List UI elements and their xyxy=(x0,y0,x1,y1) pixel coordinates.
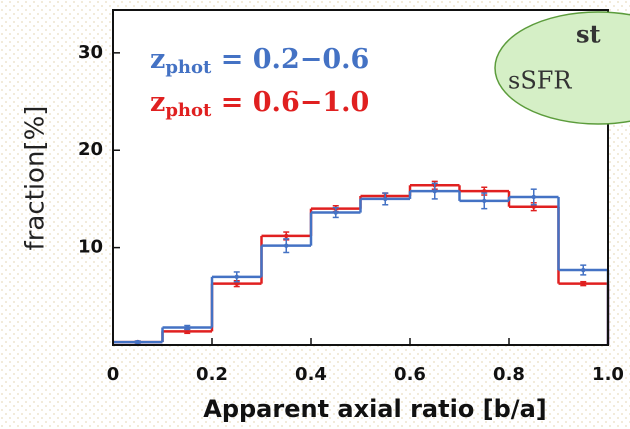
x-tick-label: 0 xyxy=(107,364,120,385)
callout-bubble xyxy=(494,11,630,125)
error-bar-point xyxy=(185,325,190,330)
error-bar-point xyxy=(284,243,289,248)
error-bar xyxy=(580,280,587,287)
x-tick-label: 0.6 xyxy=(394,364,426,385)
x-tick-label: 0.4 xyxy=(295,364,327,385)
y-tick-label: 10 xyxy=(78,237,103,258)
y-tick-label: 20 xyxy=(78,139,103,160)
error-bar-point xyxy=(234,281,239,286)
error-bar xyxy=(283,238,290,254)
error-bar xyxy=(580,264,587,276)
error-bar xyxy=(382,192,389,206)
error-bar xyxy=(233,271,240,283)
error-bar xyxy=(431,182,438,200)
error-bar-point xyxy=(333,210,338,215)
error-bar-point xyxy=(482,188,487,194)
y-axis-label: fraction[%] xyxy=(21,106,51,251)
legend-entry: zphot = 0.2−0.6 xyxy=(150,44,369,79)
x-axis-label: Apparent axial ratio [b/a] xyxy=(203,395,547,423)
error-bar xyxy=(530,188,537,206)
error-bar-point xyxy=(581,267,586,273)
y-tick-label: 30 xyxy=(78,42,103,63)
error-bar xyxy=(184,324,191,331)
x-tick-label: 0.2 xyxy=(196,364,228,385)
error-bar-point xyxy=(531,204,536,209)
error-bar-point xyxy=(383,196,388,202)
error-bar-point xyxy=(135,339,140,345)
error-bar-point xyxy=(432,188,437,194)
error-bar-point xyxy=(234,274,239,280)
error-bar-point xyxy=(284,233,289,239)
annotation: st xyxy=(576,20,601,49)
legend-entry: zphot = 0.6−1.0 xyxy=(150,87,369,122)
error-bar-point xyxy=(482,198,487,204)
error-bar xyxy=(134,339,141,345)
plot-frame xyxy=(112,9,609,346)
error-bar-point xyxy=(581,281,586,286)
error-bar xyxy=(481,192,488,210)
error-bar-point xyxy=(531,194,536,200)
error-bar xyxy=(332,206,339,219)
x-tick-label: 0.8 xyxy=(493,364,525,385)
x-tick-label: 1.0 xyxy=(592,364,624,385)
annotation: sSFR xyxy=(508,67,572,95)
error-bar-point xyxy=(185,329,190,334)
